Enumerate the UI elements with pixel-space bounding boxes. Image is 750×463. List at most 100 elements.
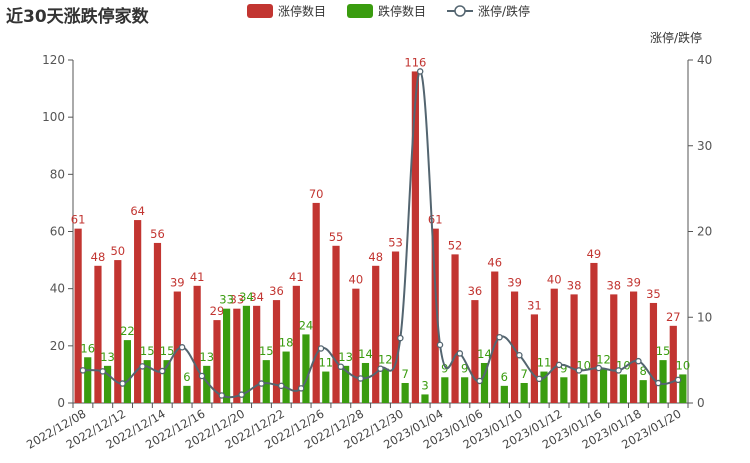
ratio-point[interactable] [278, 382, 285, 390]
legend-ratio-label[interactable]: 涨停/跌停 [478, 4, 530, 19]
legend-limit-up-swatch[interactable] [247, 4, 273, 18]
limit-up-bar[interactable] [74, 228, 82, 403]
limit-up-bar[interactable] [272, 300, 281, 403]
limit-up-bar[interactable] [431, 228, 439, 403]
ratio-point[interactable] [79, 367, 87, 374]
limit-up-bar[interactable] [649, 302, 658, 403]
ratio-point[interactable] [496, 333, 503, 341]
limit-down-bar[interactable] [302, 334, 310, 403]
limit-up-bar[interactable] [372, 265, 380, 403]
ratio-point[interactable] [218, 392, 226, 399]
limit-up-bar[interactable] [491, 271, 499, 403]
limit-up-bar[interactable] [193, 285, 201, 403]
ratio-point[interactable] [615, 367, 622, 374]
ratio-point[interactable] [238, 391, 245, 398]
limit-down-bar[interactable] [381, 368, 389, 403]
limit-up-bar[interactable] [510, 291, 519, 403]
limit-up-bar[interactable] [451, 254, 459, 403]
limit-down-bar[interactable] [580, 374, 588, 403]
limit-down-bar[interactable] [540, 371, 548, 403]
legend-limit-up-label[interactable]: 涨停数目 [278, 4, 326, 19]
limit-up-bar[interactable] [153, 242, 162, 403]
limit-up-bar[interactable] [352, 288, 360, 403]
limit-up-bar[interactable] [134, 220, 142, 403]
ratio-point[interactable] [575, 367, 583, 374]
ratio-point[interactable] [436, 341, 444, 349]
limit-up-bar[interactable] [94, 265, 102, 403]
limit-down-bar[interactable] [480, 362, 489, 403]
limit-up-bar[interactable] [233, 308, 241, 403]
ratio-point[interactable] [119, 380, 126, 387]
limit-down-bar[interactable] [361, 362, 370, 403]
limit-down-bar[interactable] [242, 305, 251, 403]
limit-up-bar[interactable] [590, 262, 598, 403]
ratio-point[interactable] [139, 363, 146, 370]
ratio-point[interactable] [555, 361, 563, 369]
limit-down-bar[interactable] [203, 365, 211, 403]
limit-down-bar[interactable] [322, 371, 330, 403]
limit-up-bar[interactable] [114, 260, 122, 403]
limit-down-bar[interactable] [520, 382, 528, 403]
limit-down-bar[interactable] [619, 374, 627, 403]
limit-up-bar[interactable] [213, 320, 221, 403]
ratio-point[interactable] [297, 385, 305, 392]
limit-down-bar[interactable] [163, 360, 171, 403]
limit-down-bar[interactable] [500, 385, 508, 403]
limit-up-bar[interactable] [610, 294, 618, 403]
limit-up-bar[interactable] [530, 314, 539, 403]
ratio-point[interactable] [397, 334, 404, 342]
ratio-point[interactable] [178, 344, 186, 351]
limit-down-bar[interactable] [222, 308, 231, 403]
limit-down-bar[interactable] [123, 340, 131, 403]
limit-down-bar[interactable] [282, 351, 290, 403]
limit-down-bar[interactable] [103, 365, 112, 403]
ratio-point[interactable] [595, 364, 602, 372]
limit-down-bar[interactable] [421, 394, 429, 403]
limit-down-bar[interactable] [560, 377, 568, 403]
limit-down-bar[interactable] [262, 360, 270, 403]
ratio-point[interactable] [476, 377, 483, 385]
limit-down-bar[interactable] [599, 368, 608, 403]
limit-up-bar[interactable] [332, 245, 340, 403]
legend-ratio-swatch-marker[interactable] [454, 5, 466, 17]
limit-up-bar[interactable] [173, 291, 181, 403]
limit-up-bar[interactable] [292, 285, 300, 403]
ratio-point[interactable] [99, 368, 107, 375]
limit-down-bar[interactable] [659, 360, 667, 403]
limit-up-bar[interactable] [312, 202, 320, 403]
limit-down-value-label: 14 [358, 347, 373, 361]
ratio-point[interactable] [674, 376, 682, 384]
limit-down-bar[interactable] [679, 374, 687, 403]
ratio-point[interactable] [654, 379, 662, 387]
ratio-point[interactable] [377, 365, 384, 372]
limit-up-bar[interactable] [411, 71, 419, 403]
limit-up-bar[interactable] [669, 325, 677, 403]
limit-up-bar[interactable] [391, 251, 400, 403]
limit-down-bar[interactable] [143, 360, 151, 403]
limit-down-bar[interactable] [342, 365, 350, 403]
limit-up-bar[interactable] [570, 294, 578, 403]
ratio-point[interactable] [317, 345, 325, 352]
limit-down-bar[interactable] [401, 382, 409, 403]
limit-down-bar[interactable] [639, 380, 647, 403]
limit-up-bar[interactable] [630, 291, 638, 403]
ratio-point[interactable] [416, 68, 424, 75]
ratio-point[interactable] [159, 367, 166, 375]
ratio-point[interactable] [337, 363, 345, 370]
limit-up-bar[interactable] [471, 300, 479, 403]
legend-limit-down-label[interactable]: 跌停数目 [378, 4, 426, 19]
limit-down-bar[interactable] [84, 357, 92, 403]
limit-up-bar[interactable] [550, 288, 558, 403]
limit-down-bar[interactable] [461, 377, 469, 403]
ratio-point[interactable] [635, 357, 642, 365]
limit-down-bar[interactable] [441, 377, 449, 403]
ratio-point[interactable] [516, 351, 523, 359]
limit-down-bar[interactable] [183, 385, 191, 403]
legend-limit-down-swatch[interactable] [347, 4, 373, 18]
ratio-point[interactable] [456, 350, 464, 357]
ratio-point[interactable] [198, 372, 206, 380]
limit-up-bar[interactable] [253, 305, 261, 403]
ratio-point[interactable] [357, 375, 364, 382]
ratio-point[interactable] [258, 380, 265, 387]
ratio-point[interactable] [535, 375, 543, 383]
